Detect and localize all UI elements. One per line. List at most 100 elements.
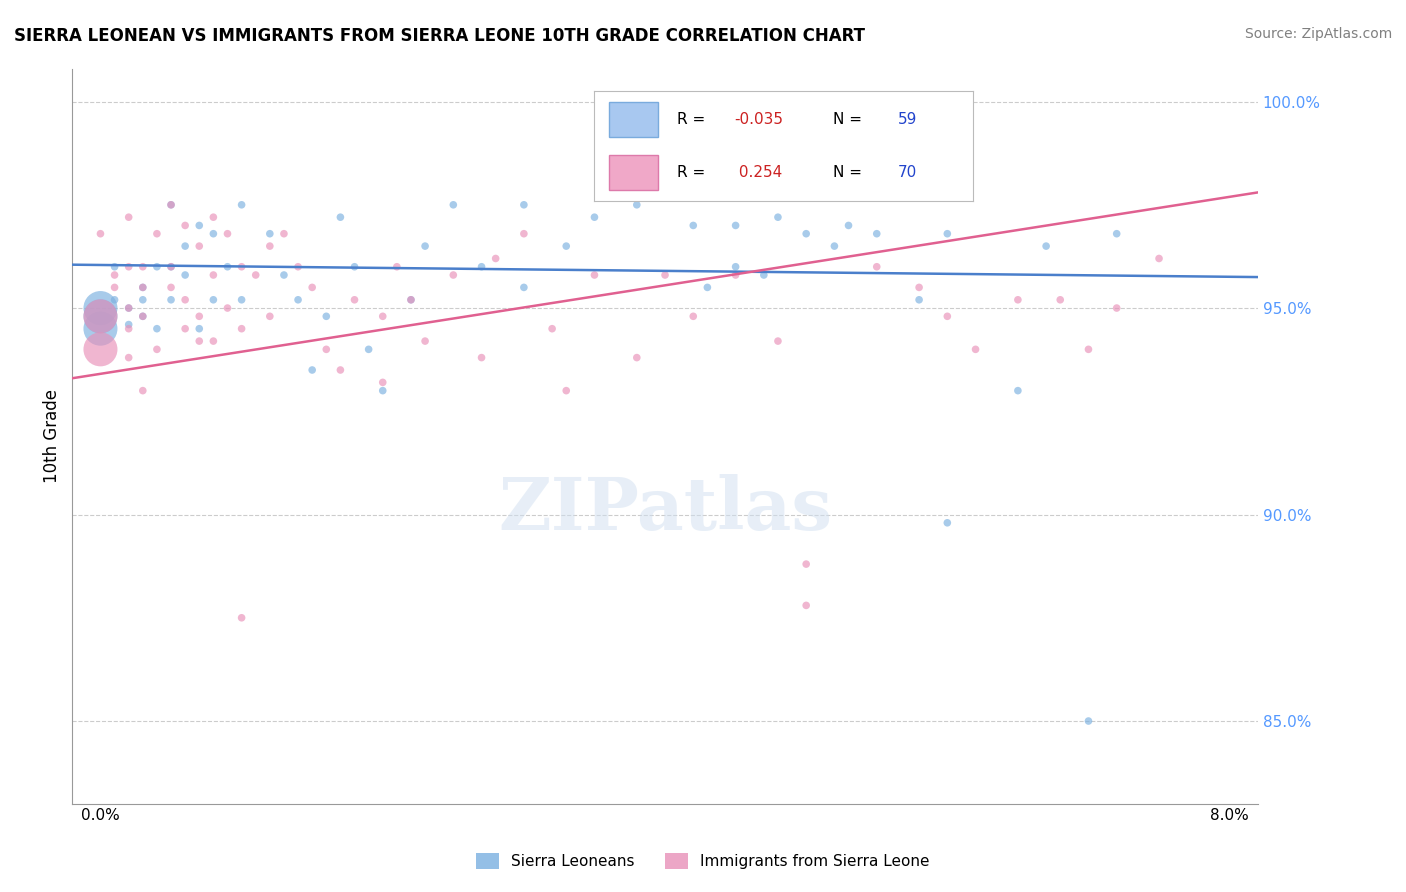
Point bbox=[160, 198, 183, 212]
Point bbox=[132, 310, 155, 324]
Point bbox=[132, 260, 155, 274]
Point bbox=[343, 260, 366, 274]
Point bbox=[89, 227, 111, 241]
Point bbox=[118, 301, 141, 315]
Point bbox=[301, 363, 323, 377]
Point bbox=[343, 293, 366, 307]
Point bbox=[357, 343, 380, 357]
Point bbox=[936, 310, 959, 324]
Point bbox=[555, 384, 578, 398]
Point bbox=[188, 310, 211, 324]
Point bbox=[470, 260, 492, 274]
Point bbox=[724, 219, 747, 233]
Point bbox=[1049, 293, 1071, 307]
Point bbox=[174, 268, 197, 282]
Point bbox=[682, 219, 704, 233]
Point bbox=[399, 293, 422, 307]
Point bbox=[555, 239, 578, 253]
Point bbox=[231, 198, 253, 212]
Point bbox=[132, 310, 155, 324]
Point bbox=[682, 310, 704, 324]
Point bbox=[160, 280, 183, 294]
Point bbox=[103, 260, 125, 274]
Point bbox=[908, 280, 931, 294]
Point bbox=[583, 268, 606, 282]
Point bbox=[315, 310, 337, 324]
Point bbox=[794, 599, 817, 613]
Point bbox=[174, 219, 197, 233]
Point bbox=[231, 321, 253, 335]
Point bbox=[329, 210, 352, 224]
Point bbox=[118, 210, 141, 224]
Point bbox=[371, 384, 394, 398]
Point bbox=[118, 351, 141, 365]
Point bbox=[146, 321, 169, 335]
Point bbox=[259, 239, 281, 253]
Point bbox=[202, 268, 225, 282]
Point bbox=[371, 310, 394, 324]
Point bbox=[329, 363, 352, 377]
Point bbox=[245, 268, 267, 282]
Legend: Sierra Leoneans, Immigrants from Sierra Leone: Sierra Leoneans, Immigrants from Sierra … bbox=[470, 847, 936, 875]
Point bbox=[287, 260, 309, 274]
Point bbox=[1007, 384, 1029, 398]
Point bbox=[217, 301, 239, 315]
Point bbox=[103, 268, 125, 282]
Point bbox=[118, 260, 141, 274]
Point bbox=[513, 198, 536, 212]
Point bbox=[626, 351, 648, 365]
Point bbox=[724, 260, 747, 274]
Point bbox=[188, 321, 211, 335]
Point bbox=[188, 334, 211, 348]
Point bbox=[724, 268, 747, 282]
Text: Source: ZipAtlas.com: Source: ZipAtlas.com bbox=[1244, 27, 1392, 41]
Point bbox=[1035, 239, 1057, 253]
Point bbox=[654, 268, 676, 282]
Point bbox=[1105, 301, 1128, 315]
Point bbox=[160, 260, 183, 274]
Point bbox=[1147, 252, 1170, 266]
Point bbox=[188, 219, 211, 233]
Point bbox=[441, 198, 464, 212]
Point bbox=[583, 210, 606, 224]
Point bbox=[174, 239, 197, 253]
Point bbox=[132, 280, 155, 294]
Text: ZIPatlas: ZIPatlas bbox=[498, 474, 832, 545]
Point bbox=[399, 293, 422, 307]
Point bbox=[794, 227, 817, 241]
Point bbox=[273, 227, 295, 241]
Point bbox=[132, 293, 155, 307]
Point bbox=[866, 227, 889, 241]
Point bbox=[1077, 343, 1099, 357]
Point bbox=[441, 268, 464, 282]
Point bbox=[132, 280, 155, 294]
Point bbox=[89, 310, 111, 324]
Point bbox=[146, 227, 169, 241]
Point bbox=[1077, 714, 1099, 728]
Point bbox=[413, 239, 436, 253]
Point bbox=[202, 210, 225, 224]
Point bbox=[413, 334, 436, 348]
Point bbox=[259, 227, 281, 241]
Point bbox=[485, 252, 508, 266]
Point bbox=[160, 198, 183, 212]
Point bbox=[118, 321, 141, 335]
Point bbox=[287, 293, 309, 307]
Point bbox=[146, 343, 169, 357]
Point bbox=[89, 343, 111, 357]
Point bbox=[936, 227, 959, 241]
Point bbox=[541, 321, 564, 335]
Point bbox=[202, 293, 225, 307]
Point bbox=[908, 293, 931, 307]
Point bbox=[146, 260, 169, 274]
Point bbox=[160, 260, 183, 274]
Point bbox=[217, 227, 239, 241]
Point bbox=[470, 351, 492, 365]
Point bbox=[385, 260, 408, 274]
Point bbox=[118, 318, 141, 332]
Point bbox=[202, 227, 225, 241]
Point bbox=[1007, 293, 1029, 307]
Point bbox=[231, 260, 253, 274]
Point bbox=[513, 280, 536, 294]
Point bbox=[823, 239, 845, 253]
